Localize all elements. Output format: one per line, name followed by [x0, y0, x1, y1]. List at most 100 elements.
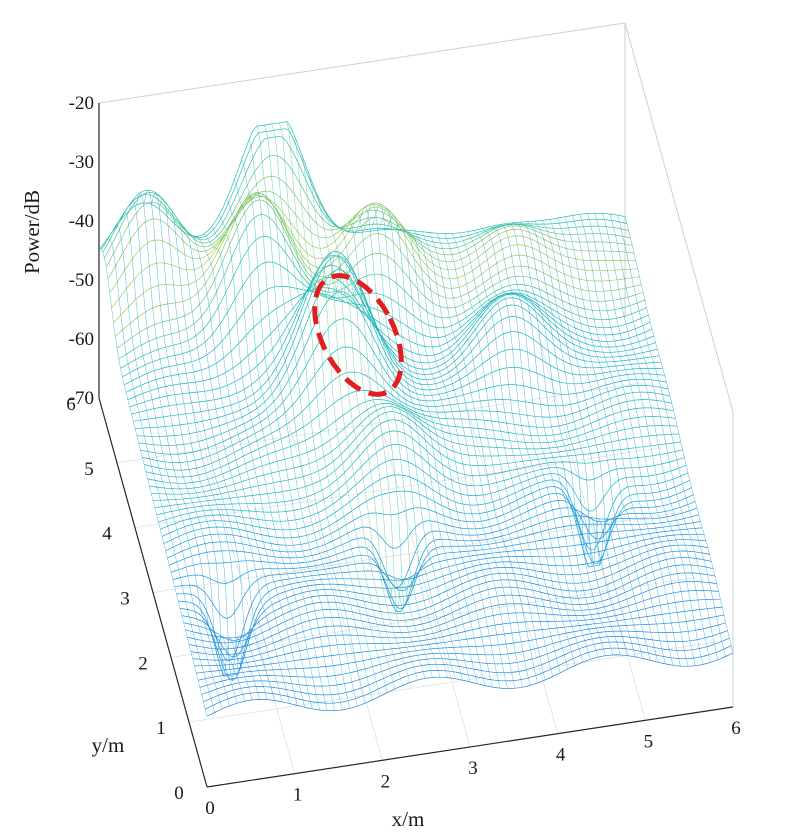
mesh-column	[151, 191, 260, 700]
mesh-column	[482, 228, 591, 660]
back-wall	[98, 22, 626, 398]
z-tick-label: -40	[69, 211, 94, 232]
mesh-column	[136, 192, 245, 702]
mesh-column	[241, 159, 351, 709]
mesh-column	[444, 233, 553, 677]
mesh-row	[203, 637, 730, 703]
y-tick-label: 5	[84, 459, 94, 480]
surface-mesh	[98, 121, 734, 717]
mesh-column	[121, 211, 230, 706]
x-tick-label: 1	[293, 785, 303, 806]
y-tick-label: 2	[138, 653, 148, 674]
mesh-column	[406, 229, 516, 689]
mesh-row	[109, 196, 636, 294]
z-tick-label: -60	[69, 329, 94, 350]
mesh-column	[564, 216, 674, 666]
mesh-column	[249, 139, 358, 707]
mesh-column	[271, 123, 381, 697]
z-axis-label: Power/dB	[20, 190, 44, 274]
mesh-row	[167, 494, 694, 559]
mesh-row	[142, 346, 669, 463]
x-tick-label: 3	[468, 758, 478, 779]
z-tick-label: -30	[69, 152, 94, 173]
mesh-column	[429, 232, 538, 684]
mesh-column	[286, 121, 396, 689]
mesh-column	[256, 126, 366, 704]
x-axis-line	[206, 706, 734, 788]
mesh-column	[234, 179, 343, 710]
mesh-column	[617, 215, 726, 657]
mesh-column	[527, 221, 636, 657]
mesh-column	[196, 236, 305, 708]
mesh-column	[572, 215, 681, 667]
mesh-column	[218, 214, 328, 711]
mesh-column	[173, 218, 283, 702]
mesh-column	[497, 224, 606, 656]
y-axis-label: y/m	[92, 733, 125, 757]
mesh-column	[376, 208, 486, 686]
mesh-column	[181, 228, 290, 704]
mesh-column	[369, 203, 478, 684]
mesh-column	[264, 125, 373, 701]
mesh-column	[436, 233, 546, 681]
mesh-row	[192, 590, 719, 661]
axis-lines	[98, 103, 734, 788]
x-tick-label: 0	[205, 798, 215, 819]
mesh-column	[279, 122, 388, 693]
mesh-column	[609, 214, 719, 660]
mesh-column	[106, 237, 215, 713]
mesh-column	[579, 214, 689, 667]
mesh-column	[512, 222, 621, 656]
mesh-column	[204, 233, 313, 709]
mesh-column	[549, 219, 659, 663]
mesh-row	[170, 507, 698, 613]
mesh-column	[474, 230, 583, 663]
mesh-column	[128, 199, 238, 704]
x-axis-label: x/m	[392, 807, 425, 831]
mesh-column	[226, 198, 335, 711]
mesh-column	[339, 221, 448, 678]
highlight-ellipse	[312, 273, 404, 397]
y-tick-label: 4	[102, 524, 112, 545]
mesh-column	[459, 232, 568, 670]
mesh-column	[98, 249, 208, 717]
mesh-column	[361, 202, 471, 683]
mesh-column	[166, 208, 275, 701]
x-tick-label: 4	[556, 745, 566, 766]
mesh-column	[624, 216, 734, 654]
x-tick-label: 5	[644, 731, 654, 752]
z-tick-label: -50	[69, 270, 94, 291]
mesh-row	[183, 550, 710, 641]
y-axis-line	[98, 397, 208, 788]
mesh-column	[189, 234, 298, 706]
mesh-column	[354, 206, 463, 681]
z-tick-label: -70	[69, 388, 94, 409]
y-tick-label: 3	[120, 589, 130, 610]
mesh-row	[140, 318, 667, 455]
mesh-column	[466, 231, 576, 666]
mesh-column	[331, 220, 441, 678]
mesh-row	[122, 261, 649, 378]
side-wall	[624, 22, 734, 707]
mesh-column	[309, 175, 418, 681]
mesh-column	[211, 226, 320, 711]
mesh-row	[145, 389, 672, 478]
mesh-column	[316, 193, 426, 679]
mesh-column	[294, 135, 403, 686]
mesh-column	[392, 224, 501, 689]
mesh-row	[111, 195, 638, 309]
mesh-row	[205, 645, 732, 710]
mesh-row	[124, 285, 651, 386]
mesh-column	[113, 224, 223, 709]
mesh-row	[102, 135, 629, 253]
mesh-row	[147, 399, 674, 484]
mesh-column	[534, 220, 644, 659]
tick-labels: 0 1 2 3 4 5 6 0 1 2 3 4 5 6 -20 -30 -40 -50 -60 -70	[66, 93, 741, 819]
mesh-column	[399, 229, 508, 689]
mesh-column	[594, 213, 704, 665]
mesh-column	[346, 213, 456, 679]
x-tick-label: 6	[731, 718, 741, 739]
mesh-column	[542, 220, 651, 661]
mesh-column	[602, 213, 711, 663]
